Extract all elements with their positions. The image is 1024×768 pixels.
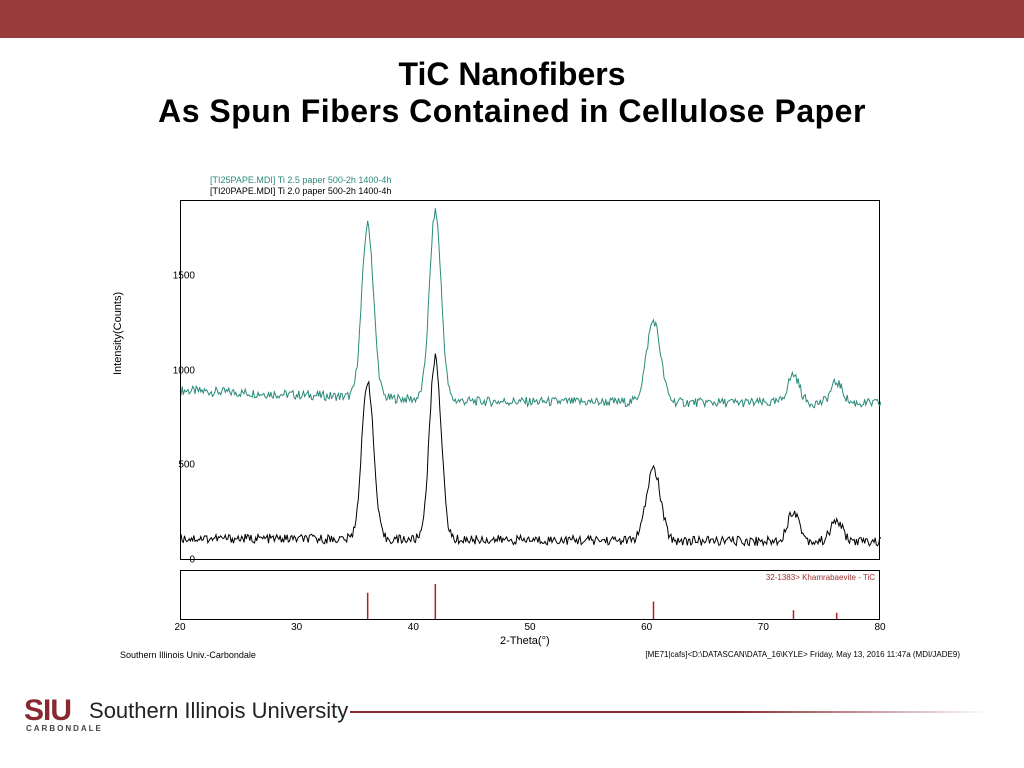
y-tick: 1500 bbox=[173, 270, 195, 281]
footer-rule bbox=[350, 711, 990, 713]
x-tick: 40 bbox=[408, 622, 419, 633]
y-tick: 1000 bbox=[173, 365, 195, 376]
reference-label: 32-1383> Khamrabaevite - TiC bbox=[766, 573, 875, 582]
series-line bbox=[181, 208, 881, 407]
plot-svg bbox=[181, 201, 881, 561]
logo-subtext: CARBONDALE bbox=[26, 724, 103, 733]
chart-legend: [TI25PAPE.MDI] Ti 2.5 paper 500-2h 1400-… bbox=[210, 175, 391, 197]
x-tick: 60 bbox=[641, 622, 652, 633]
top-banner bbox=[0, 0, 1024, 38]
x-tick: 80 bbox=[874, 622, 885, 633]
y-tick: 0 bbox=[189, 555, 195, 566]
logo-text: SIU bbox=[24, 694, 71, 727]
slide-title: TiC Nanofibers As Spun Fibers Contained … bbox=[0, 56, 1024, 130]
x-tick: 70 bbox=[758, 622, 769, 633]
plot-area bbox=[180, 200, 880, 560]
legend-item-1: [TI25PAPE.MDI] Ti 2.5 paper 500-2h 1400-… bbox=[210, 175, 391, 186]
siu-logo: SIU CARBONDALE bbox=[24, 694, 71, 728]
title-line-1: TiC Nanofibers bbox=[0, 56, 1024, 93]
university-name: Southern Illinois University bbox=[89, 698, 348, 724]
series-line bbox=[181, 354, 881, 546]
y-axis-label: Intensity(Counts) bbox=[112, 292, 124, 375]
branding-footer: SIU CARBONDALE Southern Illinois Univers… bbox=[24, 694, 348, 728]
x-tick: 50 bbox=[524, 622, 535, 633]
metadata-caption: [ME71|cafs]<D:\DATASCAN\DATA_16\KYLE> Fr… bbox=[645, 650, 960, 659]
x-tick: 20 bbox=[174, 622, 185, 633]
title-line-2: As Spun Fibers Contained in Cellulose Pa… bbox=[0, 93, 1024, 130]
x-axis-label: 2-Theta(°) bbox=[500, 635, 550, 647]
y-tick: 500 bbox=[178, 460, 195, 471]
legend-item-2: [TI20PAPE.MDI] Ti 2.0 paper 500-2h 1400-… bbox=[210, 186, 391, 197]
xrd-chart: [TI25PAPE.MDI] Ti 2.5 paper 500-2h 1400-… bbox=[120, 175, 900, 655]
reference-panel: 32-1383> Khamrabaevite - TiC bbox=[180, 570, 880, 620]
institution-caption: Southern Illinois Univ.-Carbondale bbox=[120, 650, 256, 660]
x-tick: 30 bbox=[291, 622, 302, 633]
